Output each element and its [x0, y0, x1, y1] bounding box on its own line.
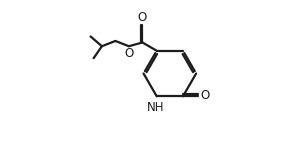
- Text: O: O: [138, 11, 147, 25]
- Text: O: O: [124, 47, 134, 60]
- Text: O: O: [200, 89, 209, 102]
- Text: NH: NH: [146, 101, 164, 114]
